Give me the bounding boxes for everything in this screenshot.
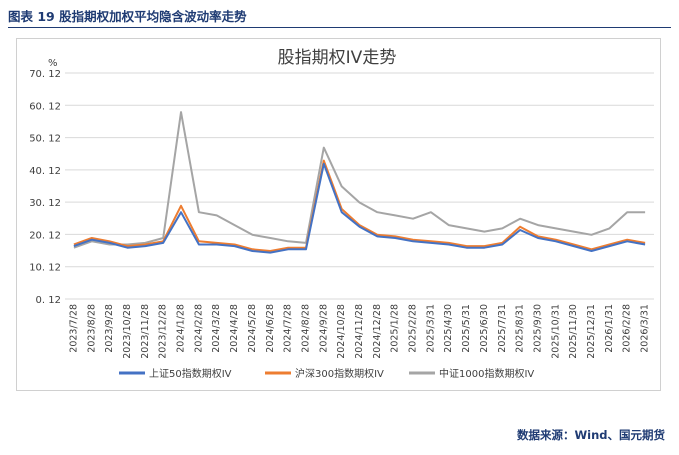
x-tick-label: 2025/1/28 [390,304,401,353]
x-tick-label: 2024/6/28 [265,304,276,353]
chart-frame: 股指期权IV走势 % 0. 12 10. 12 20. 12 30. 12 40. 12… [16,38,661,391]
x-tick-label: 2023/12/28 [158,304,169,359]
figure-caption: 图表 19 股指期权加权平均隐含波动率走势 [8,9,247,24]
x-tick-label: 2024/7/28 [283,304,294,353]
series-line [73,111,646,249]
x-tick-label: 2026/1/31 [604,304,615,353]
iv-line-chart: 股指期权IV走势 % 0. 12 10. 12 20. 12 30. 12 40. 12… [29,48,654,380]
y-tick-label: 10. 12 [29,263,61,274]
x-tick-label: 2025/8/31 [515,304,526,353]
x-tick-label: 2025/9/30 [532,304,543,353]
legend-item: 上证50指数期权IV [119,367,232,380]
x-tick-label: 2024/3/28 [211,304,222,353]
x-tick-label: 2023/11/28 [140,304,151,359]
x-tick-label: 2023/8/28 [86,304,97,353]
y-axis-unit-label: % [48,58,58,69]
y-tick-label: 30. 12 [29,198,61,209]
x-tick-label: 2025/3/31 [425,304,436,353]
series-line [73,162,646,254]
legend-label: 中证1000指数期权IV [439,367,534,380]
x-tick-label: 2024/11/28 [354,304,365,359]
x-tick-label: 2025/6/30 [479,304,490,353]
x-tick-label: 2025/12/31 [586,304,597,359]
x-tick-label: 2023/10/28 [122,304,133,359]
x-tick-label: 2024/12/28 [372,304,383,359]
x-tick-label: 2024/10/28 [336,304,347,359]
y-tick-label: 40. 12 [29,166,61,177]
y-tick-label: 50. 12 [29,134,61,145]
x-tick-label: 2025/11/30 [568,304,579,359]
source-note: 数据来源：Wind、国元期货 [516,428,665,442]
x-tick-label: 2024/5/28 [247,304,258,353]
x-tick-label: 2025/10/31 [550,304,561,359]
y-tick-label: 0. 12 [36,295,61,306]
x-tick-label: 2025/4/30 [443,304,454,353]
legend-label: 上证50指数期权IV [149,367,232,380]
x-tick-label: 2025/7/31 [497,304,508,353]
x-tick-label: 2024/4/28 [229,304,240,353]
x-tick-label: 2025/5/31 [461,304,472,353]
legend-item: 沪深300指数期权IV [265,367,384,380]
x-tick-label: 2024/2/28 [193,304,204,353]
x-tick-label: 2024/1/28 [176,304,187,353]
y-tick-label: 60. 12 [29,101,61,112]
chart-title: 股指期权IV走势 [278,48,397,68]
caption-divider [8,27,671,28]
x-tick-label: 2026/2/28 [622,304,633,353]
series-line [73,159,646,252]
x-tick-label: 2024/8/28 [300,304,311,353]
x-tick-label: 2026/3/31 [640,304,651,353]
x-tick-label: 2025/2/28 [408,304,419,353]
legend-item: 中证1000指数期权IV [409,367,534,380]
y-tick-label: 20. 12 [29,230,61,241]
x-tick-label: 2023/7/28 [68,304,79,353]
x-tick-label: 2023/9/28 [104,304,115,353]
x-tick-label: 2024/9/28 [318,304,329,353]
y-tick-label: 70. 12 [29,69,61,80]
legend-label: 沪深300指数期权IV [295,367,384,380]
